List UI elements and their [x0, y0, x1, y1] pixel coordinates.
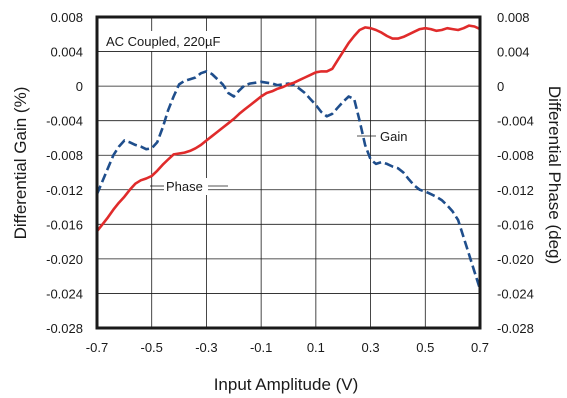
x-tick-label: -0.3 — [195, 340, 217, 355]
y-tick-label-right: -0.016 — [497, 217, 534, 232]
y-tick-label-right: 0 — [497, 79, 504, 94]
y-tick-label-right: -0.028 — [497, 321, 534, 336]
y-axis-title-left: Differential Gain (%) — [11, 87, 30, 240]
y-tick-label-right: -0.020 — [497, 252, 534, 267]
y-tick-label-right: -0.004 — [497, 114, 534, 129]
x-tick-label: 0.5 — [416, 340, 434, 355]
y-tick-label-right: -0.024 — [497, 286, 534, 301]
y-tick-labels-right: 0.008 0.004 0 -0.004 -0.008 -0.012 -0.016 -0.02… — [497, 10, 534, 336]
y-tick-label-left: 0.004 — [50, 45, 83, 60]
y-tick-label-left: 0 — [76, 79, 83, 94]
y-tick-label-left: -0.016 — [46, 217, 83, 232]
plot-frame — [95, 15, 482, 330]
y-axis-title-right: Differential Phase (deg) — [545, 86, 564, 264]
x-axis-title: Input Amplitude (V) — [214, 375, 359, 394]
y-tick-label-right: 0.008 — [497, 10, 530, 25]
y-tick-label-right: 0.004 — [497, 45, 530, 60]
annotation-box — [102, 31, 250, 51]
x-tick-label: -0.5 — [141, 340, 163, 355]
y-tick-label-left: -0.020 — [46, 252, 83, 267]
y-tick-label-left: -0.008 — [46, 148, 83, 163]
phase-label-group: Phase — [150, 178, 228, 195]
gain-label: Gain — [380, 129, 407, 144]
x-tick-label: 0.7 — [471, 340, 489, 355]
y-tick-label-left: -0.024 — [46, 286, 83, 301]
y-tick-label-right: -0.012 — [497, 183, 534, 198]
series-line-phase — [95, 24, 481, 233]
phase-label-bg — [164, 178, 208, 195]
annotation-text: AC Coupled, 220µF — [106, 34, 221, 49]
x-tick-label: -0.1 — [250, 340, 272, 355]
x-tick-labels: -0.7 -0.5 -0.3 -0.1 0.1 0.3 0.5 0.7 — [86, 340, 489, 355]
y-tick-label-left: -0.028 — [46, 321, 83, 336]
y-tick-labels-left: 0.008 0.004 0 -0.004 -0.008 -0.012 -0.016 -0.02… — [46, 10, 83, 336]
x-tick-label: 0.1 — [307, 340, 325, 355]
y-tick-label-right: -0.008 — [497, 148, 534, 163]
y-tick-label-left: -0.004 — [46, 114, 83, 129]
y-tick-label-left: 0.008 — [50, 10, 83, 25]
gain-label-bg — [377, 127, 415, 145]
series-layer — [95, 24, 482, 290]
x-tick-label: 0.3 — [362, 340, 380, 355]
phase-label: Phase — [166, 179, 203, 194]
gain-label-group: Gain — [357, 127, 415, 145]
y-tick-label-left: -0.012 — [46, 183, 83, 198]
x-tick-label: -0.7 — [86, 340, 108, 355]
